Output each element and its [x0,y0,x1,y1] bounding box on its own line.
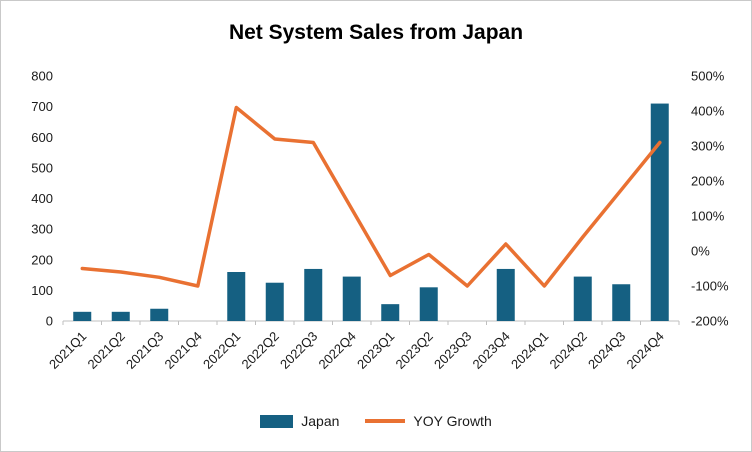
right-axis-tick-label: 500% [691,69,725,84]
bar-2022Q4[interactable] [342,276,361,321]
left-axis-tick-label: 100 [31,283,53,298]
bar-2023Q1[interactable] [381,304,400,321]
right-axis-tick-label: 0% [691,244,710,259]
x-axis-tick-label: 2022Q3 [277,329,320,372]
yoy-growth-line[interactable] [80,105,662,288]
left-axis-tick-label: 700 [31,99,53,114]
right-axis-tick-label: 300% [691,139,725,154]
bar-2023Q4[interactable] [496,268,515,321]
yoy-growth-series-swatch-icon [365,419,406,423]
right-axis-tick-label: -100% [691,279,729,294]
x-axis-tick-label: 2024Q1 [508,329,551,372]
bar-2021Q3[interactable] [150,308,169,321]
x-axis-tick-label: 2024Q2 [547,329,590,372]
x-axis-tick-label: 2023Q1 [354,329,397,372]
bar-2022Q2[interactable] [265,282,284,321]
legend-label-japan: Japan [301,413,340,429]
left-axis-tick-label: 800 [31,69,53,84]
legend-item-japan[interactable]: Japan [260,413,339,429]
left-axis-tick-label: 200 [31,252,53,267]
bar-2021Q2[interactable] [111,311,130,321]
chart-title: Net System Sales from Japan [228,21,524,44]
bar-2021Q1[interactable] [73,311,92,321]
x-axis-tick-label: 2023Q4 [470,329,513,372]
legend-label-yoy-growth: YOY Growth [413,413,492,429]
x-axis-tick-label: 2023Q3 [431,329,474,372]
left-axis-tick-label: 500 [31,160,53,175]
left-axis-tick-label: 300 [31,222,53,237]
x-axis-tick-label: 2022Q2 [239,329,282,372]
x-axis-tick-label: 2021Q2 [85,329,128,372]
left-axis-tick-label: 0 [46,314,53,329]
bar-2024Q4[interactable] [650,103,669,321]
right-axis-tick-label: 400% [691,104,725,119]
japan-series-swatch-icon [260,414,294,428]
right-axis-tick-label: 200% [691,174,725,189]
left-axis-tick-label: 600 [31,130,53,145]
x-axis-tick-label: 2021Q4 [162,329,205,372]
x-axis-tick-label: 2021Q3 [123,329,166,372]
bar-2022Q1[interactable] [227,272,246,321]
bar-2022Q3[interactable] [304,268,323,321]
x-axis-tick-label: 2021Q1 [46,329,89,372]
legend-item-yoy-growth[interactable]: YOY Growth [365,413,492,429]
bar-2023Q2[interactable] [419,287,438,321]
legend: Japan YOY Growth [1,413,751,429]
x-axis-tick-label: 2024Q4 [624,329,667,372]
x-axis-tick-label: 2023Q2 [393,329,436,372]
x-axis-tick-label: 2022Q1 [200,329,243,372]
bar-2024Q2[interactable] [573,276,592,321]
bar-2024Q3[interactable] [612,284,631,321]
right-axis-tick-label: 100% [691,209,725,224]
left-axis-tick-label: 400 [31,191,53,206]
right-axis-tick-label: -200% [691,314,729,329]
plot-area: 0 100 200 300 400 500 600 700 800 -200% -100% 0% 100… [31,69,729,372]
x-axis-tick-label: 2024Q3 [585,329,628,372]
x-axis-tick-label: 2022Q4 [316,329,359,372]
